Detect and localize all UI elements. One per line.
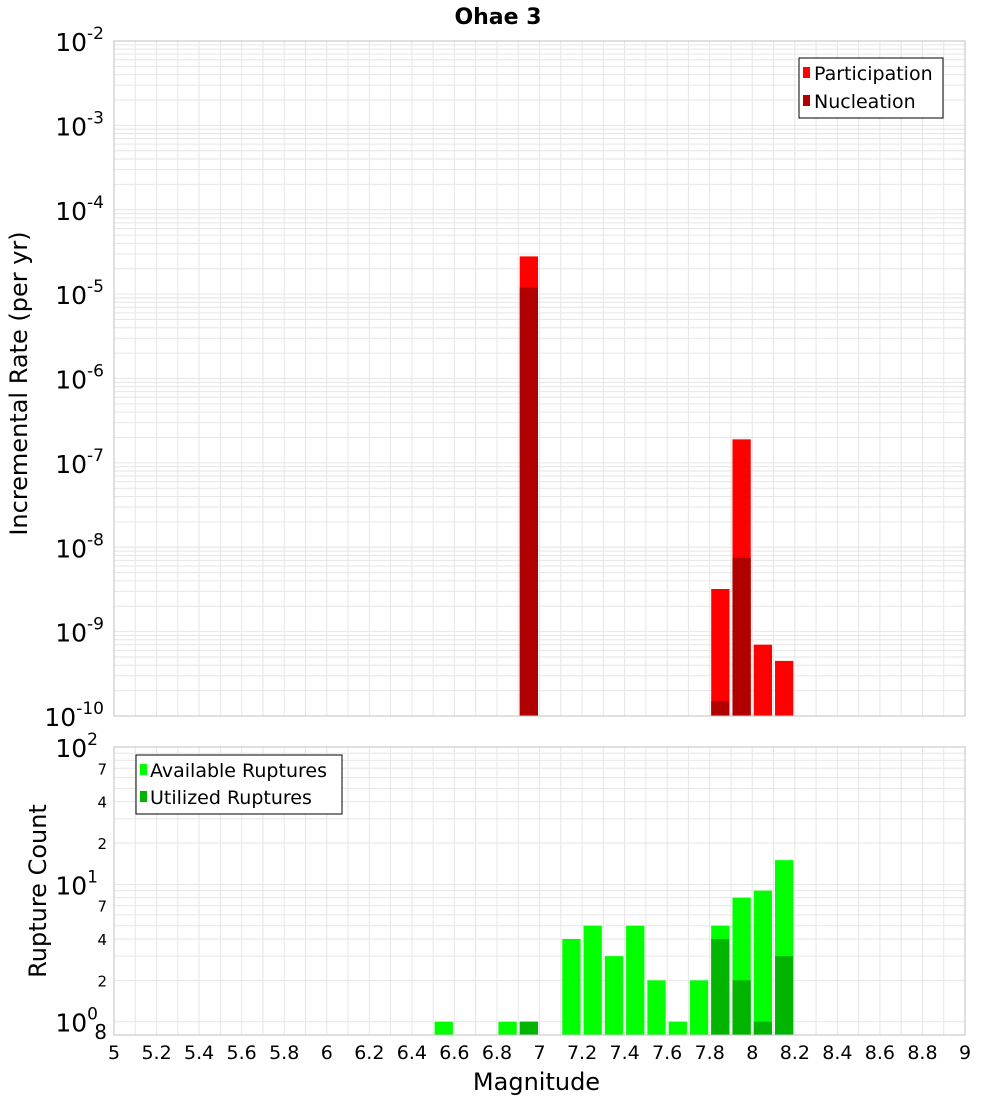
x-tick-label: 8.2 — [780, 1042, 810, 1064]
available-bar — [498, 1021, 517, 1035]
x-tick-label: 9 — [959, 1042, 971, 1064]
utilized-bar — [775, 956, 794, 1035]
rate-plot-grid — [113, 41, 966, 717]
x-tick-label: 7.6 — [652, 1042, 682, 1064]
count-plot-x-axis-label: Magnitude — [473, 1068, 600, 1096]
x-tick-label: 5.8 — [269, 1042, 299, 1064]
y-tick-label: 10-4 — [55, 193, 104, 226]
x-tick-label: 7.8 — [695, 1042, 725, 1064]
y-tick-label: 10-6 — [55, 362, 104, 395]
x-tick-label: 6.8 — [482, 1042, 512, 1064]
participation-legend-label: Participation — [814, 63, 933, 85]
utilized-bar — [519, 1021, 538, 1035]
y-tick-label: 10-9 — [55, 615, 104, 648]
count-plot-y-ticks: 100 101 102 8 2 4 7 2 4 7 — [55, 730, 107, 1044]
count-plot-x-ticks: 5 5.2 5.4 5.6 5.8 6 6.2 6.4 6.6 6.8 7 7.2 7.4 7.6 7.8 8… — [108, 1042, 971, 1064]
x-tick-label: 8.4 — [822, 1042, 852, 1064]
available-bar — [668, 1021, 687, 1035]
available-legend-label: Available Ruptures — [150, 760, 327, 782]
count-plot: 100 101 102 8 2 4 7 2 4 7 5 5.2 5.4 5.6 5.8 6 6.2 6.4 6.6… — [24, 730, 971, 1096]
y-tick-label: 10-3 — [55, 108, 104, 141]
count-plot-frame — [113, 746, 966, 1036]
chart-title: Ohae 3 — [454, 5, 541, 30]
count-legend-box — [135, 754, 343, 815]
x-tick-label: 8.8 — [907, 1042, 937, 1064]
available-bar — [689, 980, 709, 1035]
x-tick-label: 7.4 — [609, 1042, 639, 1064]
x-tick-label: 7.2 — [567, 1042, 597, 1064]
utilized-bar — [753, 1021, 773, 1035]
x-tick-label: 6 — [321, 1042, 333, 1064]
nucleation-bar — [519, 287, 538, 716]
count-plot-legend: Available Ruptures Utilized Ruptures — [135, 754, 343, 815]
participation-legend-swatch — [803, 67, 810, 78]
participation-bar — [775, 660, 794, 716]
y-tick-label: 101 — [55, 867, 98, 900]
x-tick-label: 5 — [108, 1042, 120, 1064]
y-tick-label: 10-7 — [55, 446, 104, 479]
rate-legend-box — [798, 57, 944, 119]
available-bar — [604, 956, 624, 1035]
available-legend-swatch — [140, 764, 147, 775]
y-minor-tick-label: 8 — [94, 1020, 107, 1044]
x-tick-label: 7 — [533, 1042, 545, 1064]
available-bar — [626, 925, 645, 1035]
available-bar — [583, 925, 602, 1035]
nucleation-bar — [711, 701, 730, 716]
rate-plot-legend: Participation Nucleation — [798, 57, 944, 119]
nucleation-bar — [732, 557, 751, 716]
utilized-bar — [711, 939, 730, 1035]
y-tick-label: 10-10 — [44, 699, 104, 732]
x-tick-label: 6.2 — [354, 1042, 384, 1064]
x-tick-label: 8.6 — [865, 1042, 895, 1064]
x-tick-label: 5.6 — [227, 1042, 257, 1064]
count-plot-y-axis-label: Rupture Count — [24, 804, 52, 978]
y-tick-label: 10-2 — [55, 24, 104, 57]
y-tick-label: 10-8 — [55, 530, 104, 563]
y-minor-tick-label: 7 — [97, 898, 107, 916]
count-plot-bars — [434, 860, 794, 1035]
x-tick-label: 5.2 — [141, 1042, 171, 1064]
rate-plot-frame — [113, 40, 966, 717]
utilized-legend-label: Utilized Ruptures — [150, 787, 312, 809]
available-bar — [753, 890, 773, 1035]
utilized-legend-swatch — [140, 791, 147, 802]
x-tick-label: 6.4 — [397, 1042, 427, 1064]
available-bar — [434, 1021, 453, 1035]
y-minor-tick-label: 4 — [97, 931, 107, 949]
x-tick-label: 8 — [746, 1042, 758, 1064]
nucleation-legend-swatch — [803, 95, 810, 106]
participation-bar — [753, 644, 773, 716]
participation-bar — [711, 589, 730, 716]
y-tick-label: 100 — [55, 1005, 98, 1038]
y-minor-tick-label: 2 — [97, 972, 107, 990]
rate-plot-y-ticks: 10-10 10-9 10-8 10-7 10-6 10-5 10-4 10-3 10-2 — [44, 24, 104, 732]
y-tick-label: 10-5 — [55, 277, 104, 310]
x-tick-label: 5.4 — [184, 1042, 214, 1064]
y-tick-label: 102 — [55, 730, 98, 763]
y-minor-tick-label: 7 — [97, 760, 107, 778]
available-bar — [647, 980, 666, 1035]
available-bar — [562, 939, 581, 1035]
rate-plot: 10-10 10-9 10-8 10-7 10-6 10-5 10-4 10-3 10-2 In… — [5, 24, 966, 732]
rate-plot-y-axis-label: Incremental Rate (per yr) — [5, 231, 33, 535]
y-minor-tick-label: 4 — [97, 794, 107, 812]
y-minor-tick-label: 2 — [97, 835, 107, 853]
x-tick-label: 6.6 — [439, 1042, 469, 1064]
nucleation-legend-label: Nucleation — [814, 91, 916, 113]
rate-plot-bars — [519, 256, 794, 716]
utilized-bar — [732, 980, 751, 1035]
